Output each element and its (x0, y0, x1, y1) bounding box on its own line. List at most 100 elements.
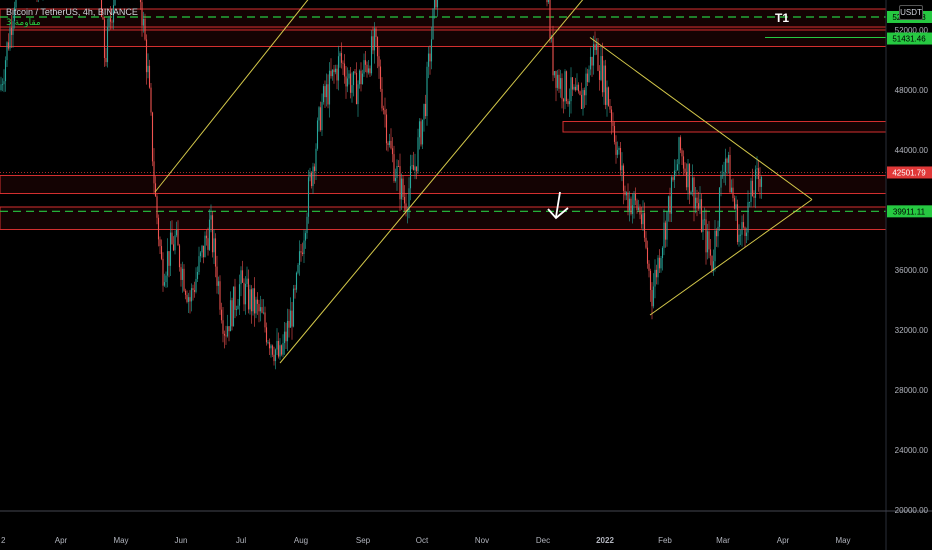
candle-body (408, 188, 410, 211)
candle-body (706, 231, 709, 253)
candle-body (169, 232, 172, 266)
candle-body (340, 53, 343, 63)
candle-body (103, 19, 106, 58)
candle-body (552, 37, 554, 76)
candle-body (15, 0, 17, 8)
candle-body (714, 230, 716, 262)
candle-body (210, 215, 212, 220)
candle-body (343, 63, 346, 77)
candle-body (402, 178, 404, 197)
candle-body (700, 199, 703, 232)
candle-body (655, 269, 658, 278)
x-tick-label: Mar (716, 536, 730, 545)
candle-body (259, 307, 262, 312)
candle-body (294, 288, 296, 290)
candle-body (292, 288, 295, 327)
candle-body (273, 354, 275, 362)
candle-body (577, 84, 580, 92)
candle-body (639, 207, 641, 215)
candle-body (271, 345, 274, 355)
candle-body (666, 211, 668, 240)
x-tick-label: 2 (1, 536, 6, 545)
candle-body (673, 170, 676, 180)
candle-body (280, 345, 283, 355)
candle-body (741, 222, 743, 235)
symbol-title[interactable]: Bitcoin / TetherUS, 4h, BINANCE (6, 7, 138, 17)
candle-body (382, 108, 385, 110)
candle-body (369, 68, 371, 74)
candle-body (6, 42, 8, 61)
candle-body (736, 204, 739, 242)
candle-body (694, 197, 697, 209)
candle-body (330, 70, 332, 77)
candle-body (760, 176, 763, 187)
candle-body (13, 7, 16, 22)
currency-button[interactable]: USDT (899, 5, 923, 20)
candle-body (679, 137, 682, 151)
candle-body (183, 268, 185, 291)
candle-body (754, 169, 757, 198)
indicator-label: مقاومة 3 (6, 18, 41, 28)
candle-body (367, 68, 370, 73)
candle-body (180, 267, 182, 280)
trend-line (589, 37, 813, 200)
candle-body (621, 165, 623, 171)
candle-body (312, 166, 314, 187)
candle-body (195, 278, 197, 292)
resistance-zone (0, 175, 887, 194)
candle-body (546, 0, 548, 3)
candle-body (7, 42, 10, 49)
candle-body (405, 203, 407, 212)
candle-body (166, 251, 169, 276)
candle-body (376, 37, 379, 57)
candle-body (226, 326, 229, 337)
candle-body (567, 101, 569, 105)
candle-body (247, 278, 250, 310)
candle-body (162, 258, 164, 286)
candle-body (421, 119, 424, 145)
candle-body (172, 244, 175, 251)
candle-body (640, 214, 643, 225)
candle-body (672, 177, 674, 180)
candle-body (703, 219, 706, 221)
candle-body (423, 103, 425, 120)
candle-body (733, 198, 736, 209)
candle-body (151, 112, 154, 162)
candle-body (300, 251, 302, 253)
candle-body (606, 87, 608, 105)
candle-body (160, 246, 163, 259)
candle-body (396, 165, 398, 178)
candle-body (153, 161, 155, 184)
candle-body (585, 73, 587, 96)
candle-body (387, 143, 389, 146)
candle-body (432, 8, 434, 40)
candle-body (688, 163, 691, 195)
candle-body (354, 71, 356, 73)
candle-body (232, 286, 235, 327)
candle-body (144, 18, 146, 40)
candle-body (309, 172, 311, 178)
candle-body (141, 2, 143, 26)
candle-body (648, 263, 650, 271)
candle-body (181, 268, 184, 280)
candle-body (325, 84, 328, 98)
candle-body (150, 87, 152, 113)
candle-body (631, 205, 634, 214)
candle-body (622, 165, 625, 191)
candle-body (721, 175, 724, 177)
candlesticks (0, 0, 763, 370)
candle-body (651, 290, 653, 307)
candle-body (667, 196, 670, 212)
candle-body (564, 71, 566, 102)
candle-body (393, 154, 395, 181)
candle-body (351, 85, 353, 93)
time-axis[interactable]: 2 Apr May Jun Jul Aug Sep Oct Nov Dec 2022 Feb Mar Ap… (1, 536, 851, 545)
candle-body (646, 247, 649, 264)
candle-body (753, 196, 755, 198)
x-tick-label: Apr (777, 536, 790, 545)
candle-body (217, 281, 220, 286)
x-tick-label: Oct (416, 536, 429, 545)
candle-body (336, 68, 338, 81)
candle-body (157, 217, 160, 240)
